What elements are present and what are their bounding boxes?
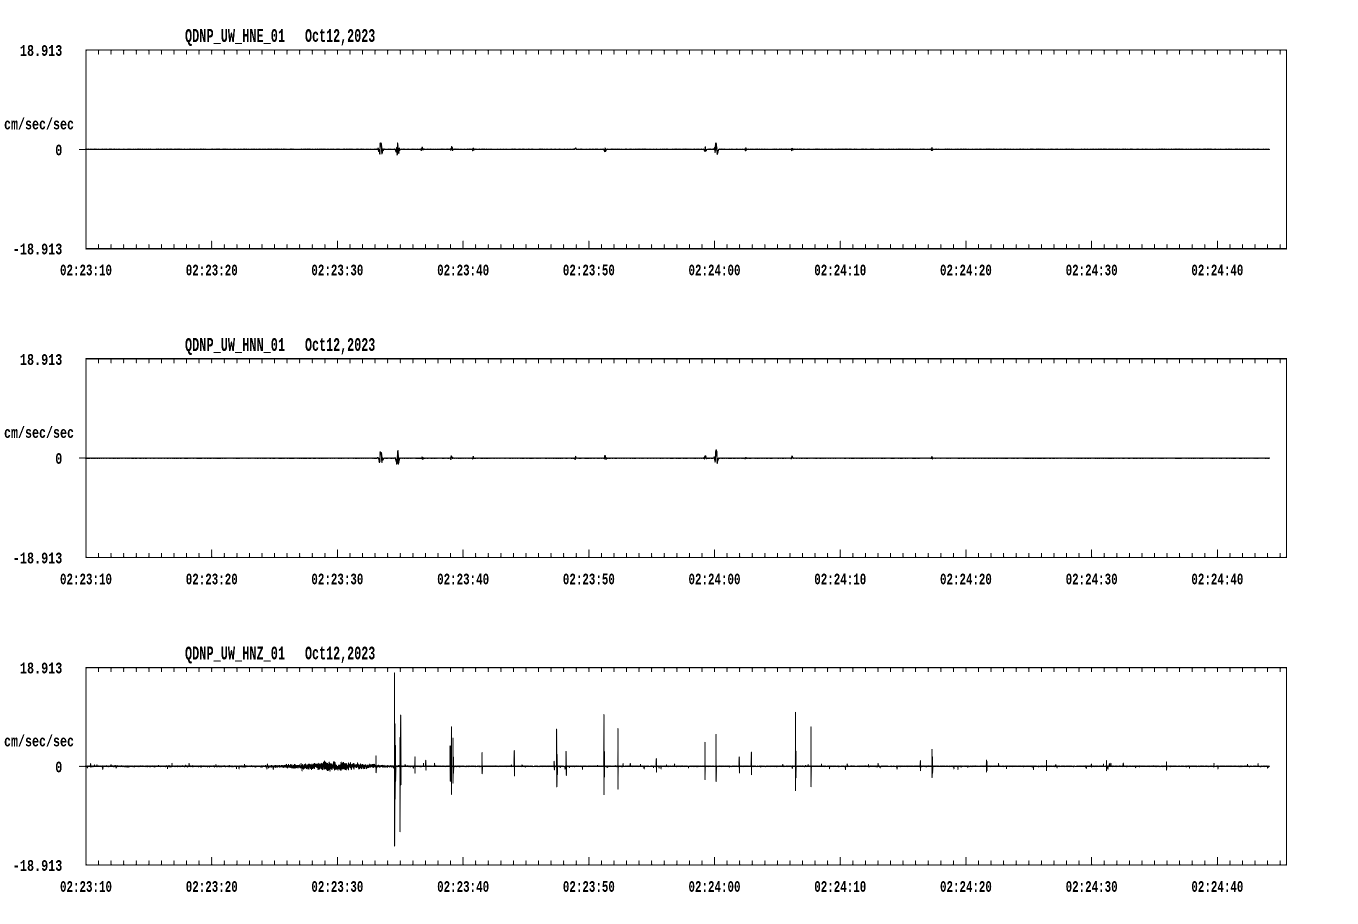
svg-text:02:24:00: 02:24:00 [689,572,741,591]
svg-text:QDNP_UW_HNN_01: QDNP_UW_HNN_01 [185,335,285,357]
svg-text:Oct12,2023: Oct12,2023 [305,644,375,666]
svg-text:02:23:10: 02:23:10 [60,572,112,591]
svg-text:02:23:40: 02:23:40 [437,572,489,591]
svg-text:02:23:20: 02:23:20 [186,263,238,282]
svg-text:-18.913: -18.913 [13,551,62,570]
svg-text:18.913: 18.913 [20,43,62,62]
svg-text:02:23:20: 02:23:20 [186,572,238,591]
svg-text:02:23:50: 02:23:50 [563,879,615,898]
svg-text:QDNP_UW_HNZ_01: QDNP_UW_HNZ_01 [185,644,285,666]
svg-text:02:23:40: 02:23:40 [437,263,489,282]
svg-text:02:23:50: 02:23:50 [563,263,615,282]
svg-text:02:23:30: 02:23:30 [311,572,363,591]
svg-text:02:23:20: 02:23:20 [186,879,238,898]
svg-text:02:23:10: 02:23:10 [60,879,112,898]
svg-text:02:23:10: 02:23:10 [60,263,112,282]
svg-text:02:23:40: 02:23:40 [437,879,489,898]
svg-text:02:24:30: 02:24:30 [1066,572,1118,591]
svg-text:cm/sec/sec: cm/sec/sec [4,116,74,135]
svg-text:02:24:30: 02:24:30 [1066,263,1118,282]
svg-text:-18.913: -18.913 [13,858,62,877]
svg-text:02:24:30: 02:24:30 [1066,879,1118,898]
svg-text:QDNP_UW_HNE_01: QDNP_UW_HNE_01 [185,26,285,48]
svg-text:02:24:20: 02:24:20 [940,263,992,282]
svg-text:0: 0 [55,142,62,161]
svg-text:0: 0 [55,759,62,778]
svg-text:02:23:30: 02:23:30 [311,263,363,282]
svg-text:18.913: 18.913 [20,661,62,680]
svg-text:02:24:20: 02:24:20 [940,572,992,591]
svg-text:-18.913: -18.913 [13,242,62,261]
svg-text:02:24:20: 02:24:20 [940,879,992,898]
svg-text:02:23:30: 02:23:30 [311,879,363,898]
svg-text:02:24:40: 02:24:40 [1191,572,1243,591]
svg-text:02:24:40: 02:24:40 [1191,263,1243,282]
svg-text:02:24:10: 02:24:10 [814,572,866,591]
svg-text:cm/sec/sec: cm/sec/sec [4,733,74,752]
svg-text:Oct12,2023: Oct12,2023 [305,335,375,357]
svg-text:cm/sec/sec: cm/sec/sec [4,425,74,444]
svg-text:02:24:00: 02:24:00 [689,263,741,282]
svg-text:02:24:40: 02:24:40 [1191,879,1243,898]
svg-text:02:24:10: 02:24:10 [814,879,866,898]
svg-text:0: 0 [55,451,62,470]
svg-text:18.913: 18.913 [20,352,62,371]
svg-text:02:24:00: 02:24:00 [689,879,741,898]
svg-text:02:24:10: 02:24:10 [814,263,866,282]
svg-text:02:23:50: 02:23:50 [563,572,615,591]
svg-text:Oct12,2023: Oct12,2023 [305,26,375,48]
